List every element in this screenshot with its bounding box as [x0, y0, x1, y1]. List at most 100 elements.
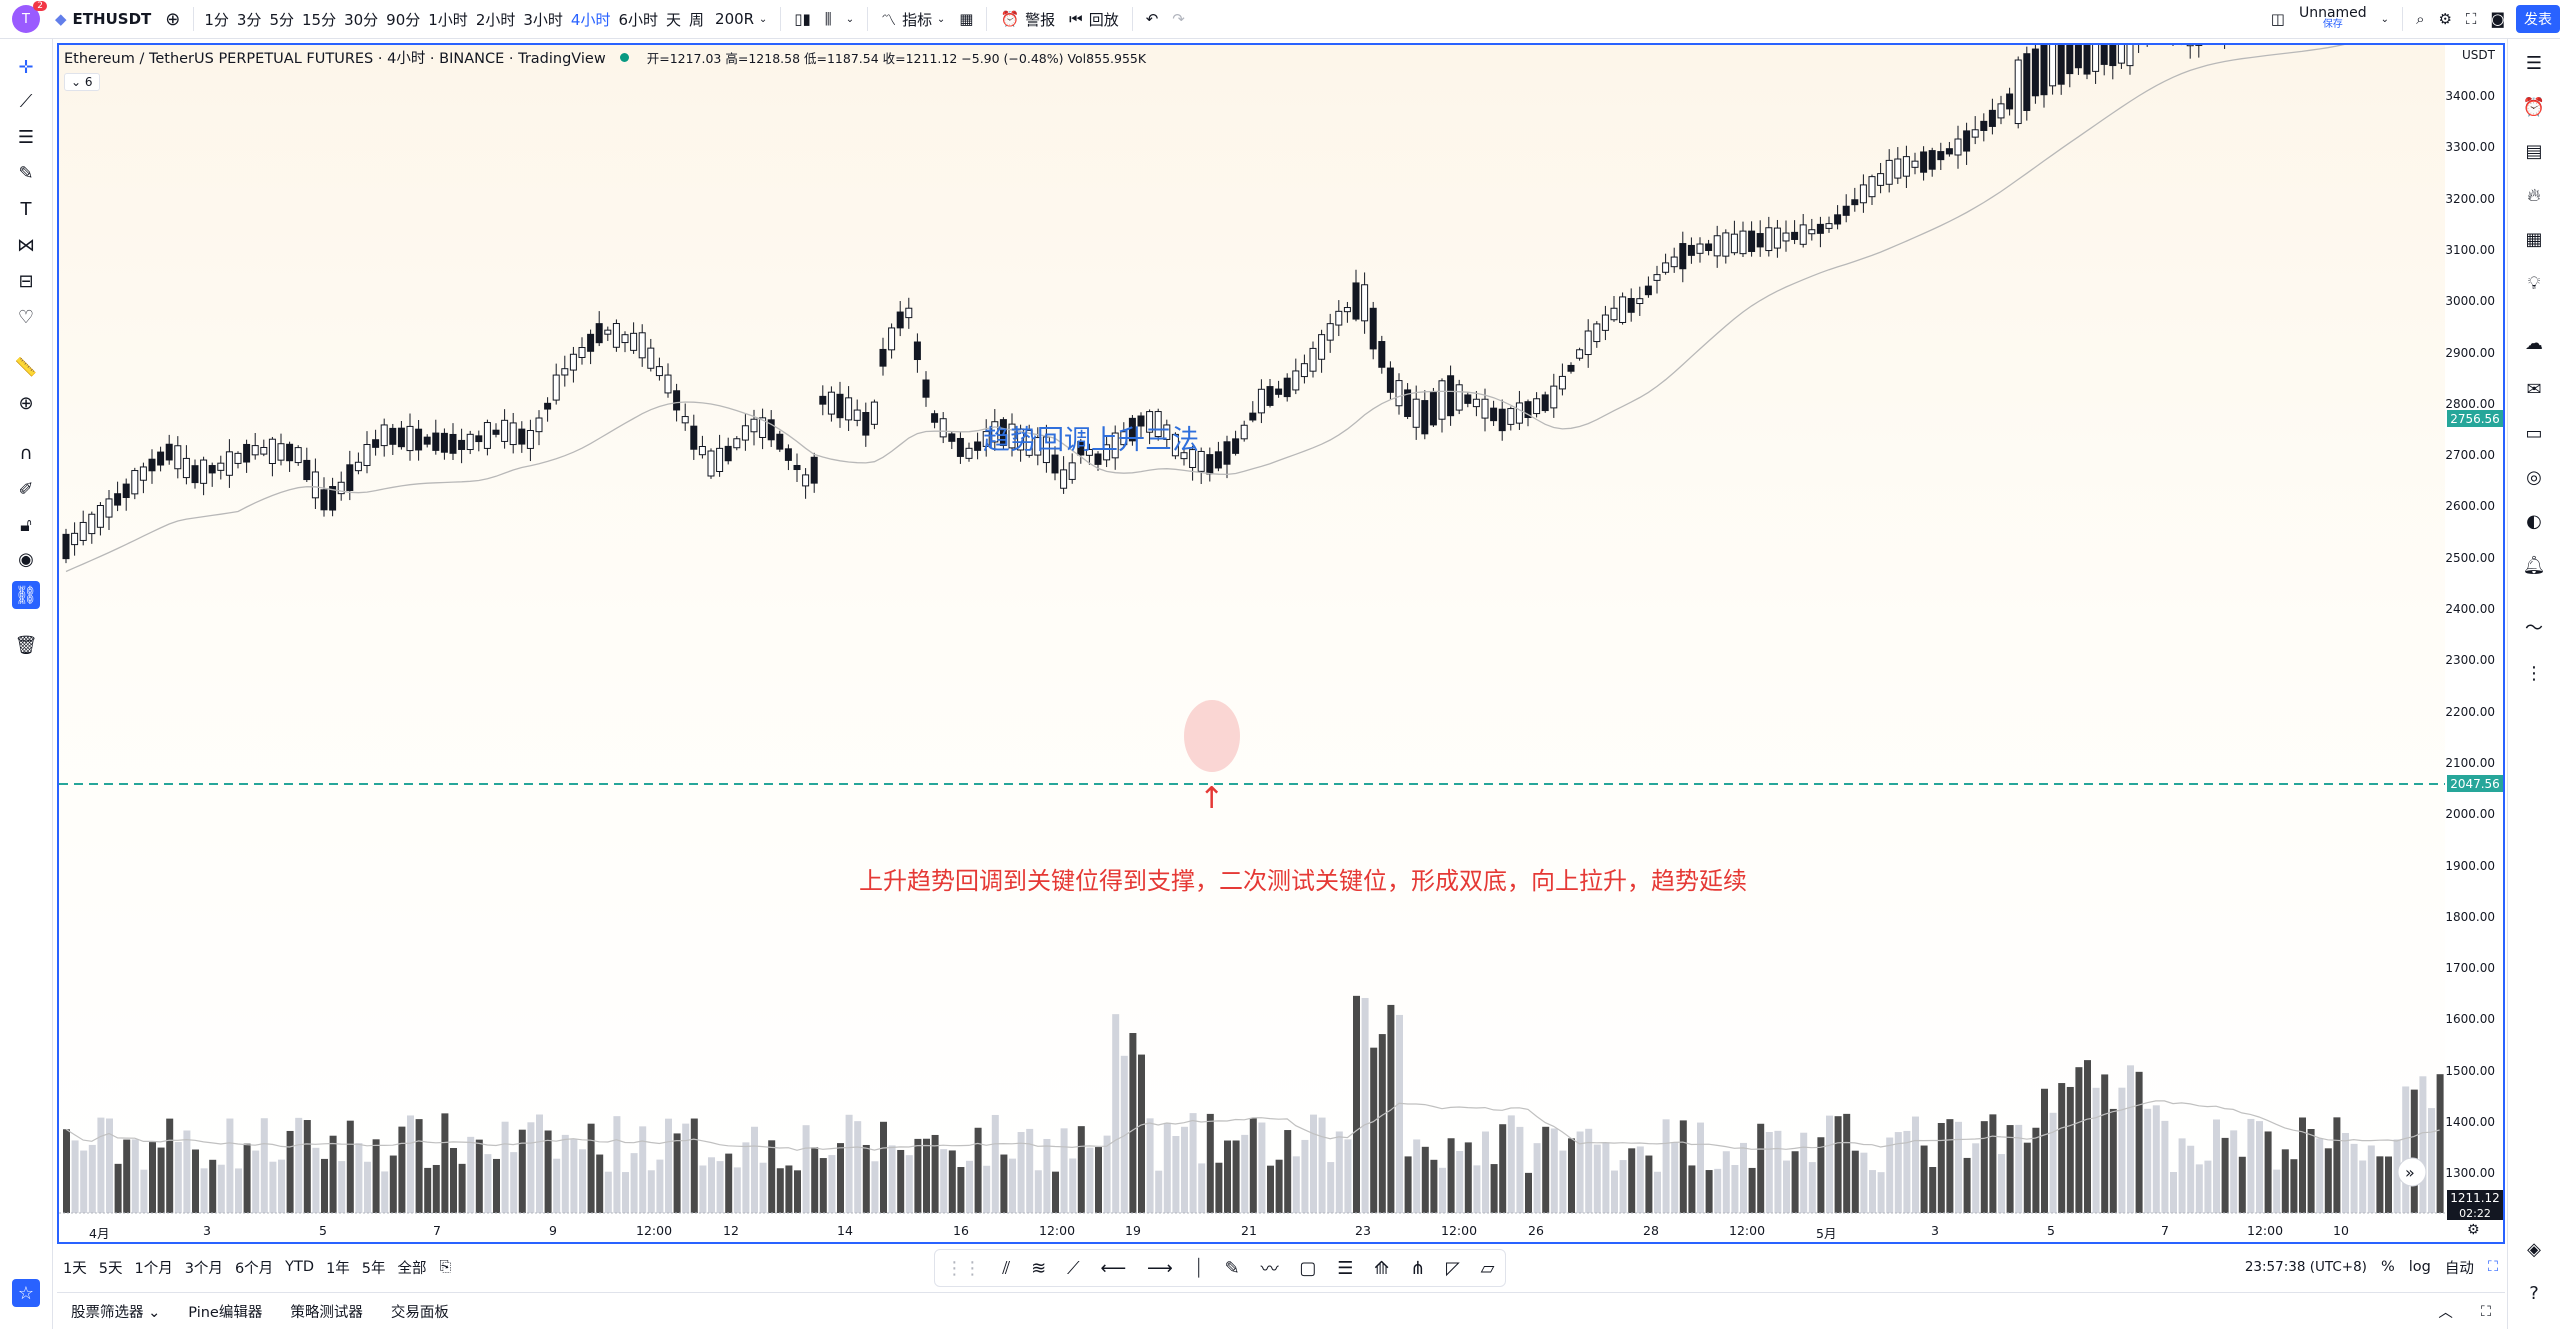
- measure-tool-button[interactable]: 📏: [12, 353, 40, 381]
- calendar-button[interactable]: ▦: [2520, 225, 2548, 253]
- range-button[interactable]: 5天: [93, 1248, 129, 1286]
- replay-button[interactable]: ⏮回放: [1062, 0, 1126, 38]
- dom-button[interactable]: ⋮: [2520, 659, 2548, 687]
- range-button[interactable]: 6个月: [229, 1248, 279, 1286]
- prediction-tool-button[interactable]: ⊟: [12, 267, 40, 295]
- maximize-panel-button[interactable]: ⛶: [2467, 1293, 2505, 1331]
- bar-count-button[interactable]: 200R ⌄: [708, 0, 774, 38]
- annotation-note-text[interactable]: 上升趋势回调到关键位得到支撑，二次测试关键位，形成双底，向上拉升，趋势延续: [859, 861, 1747, 896]
- vertical-line-icon[interactable]: ⏐: [1194, 1258, 1204, 1279]
- range-button[interactable]: 1个月: [128, 1248, 178, 1286]
- quick-search-button[interactable]: ⌕: [2409, 0, 2431, 38]
- alert-button[interactable]: ⏰警报: [993, 0, 1062, 38]
- compare-add-symbol-button[interactable]: ⊕: [158, 0, 187, 38]
- settings-button[interactable]: ⚙: [2431, 0, 2458, 38]
- fib-retracement-icon[interactable]: ☰: [1337, 1258, 1353, 1279]
- range-button[interactable]: YTD: [279, 1248, 320, 1286]
- goto-date-button[interactable]: ⎘: [433, 1248, 459, 1286]
- watchlist-button[interactable]: ☰: [2520, 49, 2548, 77]
- path-icon[interactable]: 〰: [1261, 1255, 1279, 1281]
- symbol-search-button[interactable]: ◆ ETHUSDT: [48, 0, 158, 38]
- templates-button[interactable]: ▦: [952, 0, 980, 38]
- magnet-tool-button[interactable]: ∩: [12, 439, 40, 467]
- signals-button[interactable]: ◐: [2520, 507, 2548, 535]
- order-panel-button[interactable]: 〜: [2520, 613, 2548, 641]
- bar-type-button[interactable]: ⫼: [818, 0, 839, 38]
- range-button[interactable]: 1年: [320, 1248, 356, 1286]
- interval-button[interactable]: 4小时: [567, 0, 615, 38]
- layout-name-button[interactable]: Unnamed 保存: [2292, 0, 2374, 38]
- favorites-tool-button[interactable]: ♡: [12, 303, 40, 331]
- remove-drawings-button[interactable]: 🗑︎: [12, 631, 40, 659]
- messages-button[interactable]: ✉: [2520, 375, 2548, 403]
- drag-handle-icon[interactable]: ⋮⋮: [945, 1258, 981, 1279]
- alerts-panel-button[interactable]: ⏰: [2520, 93, 2548, 121]
- help-button[interactable]: ?: [2520, 1279, 2548, 1307]
- parallel-channel-icon[interactable]: ⫽: [1002, 1258, 1010, 1279]
- redo-button[interactable]: ↷: [1165, 0, 1192, 38]
- arrow-annotation[interactable]: ↑: [1199, 781, 1224, 816]
- collapse-panel-button[interactable]: ︿: [2424, 1293, 2467, 1331]
- percent-scale-toggle[interactable]: %: [2374, 1248, 2402, 1286]
- footer-tab[interactable]: 策略测试器: [276, 1293, 377, 1331]
- pattern-tool-button[interactable]: ⋈: [12, 231, 40, 259]
- rectangle-icon[interactable]: ▢: [1299, 1258, 1316, 1279]
- layout-dropdown[interactable]: ⌄: [2374, 0, 2396, 38]
- footer-tab[interactable]: 股票筛选器 ⌄: [57, 1293, 174, 1331]
- interval-button[interactable]: 周: [685, 0, 708, 38]
- fullscreen-button[interactable]: ⛶: [2459, 0, 2484, 38]
- market-status-dot[interactable]: [620, 53, 629, 62]
- horizontal-line-icon[interactable]: ⟵: [1100, 1258, 1126, 1279]
- stay-drawing-button[interactable]: ✐: [12, 475, 40, 503]
- layers-button[interactable]: ◈: [2520, 1235, 2548, 1263]
- text-tool-button[interactable]: T: [12, 195, 40, 223]
- range-button[interactable]: 5年: [356, 1248, 392, 1286]
- ideas-button[interactable]: 💡︎: [2520, 269, 2548, 297]
- layout-select-button[interactable]: ◫: [2264, 0, 2292, 38]
- sync-drawings-button[interactable]: ⛓: [12, 581, 40, 609]
- axis-settings-gear-icon[interactable]: ⚙: [2467, 1222, 2480, 1238]
- chart-style-dropdown[interactable]: ⌄: [839, 0, 861, 38]
- snapshot-button[interactable]: ◙: [2483, 0, 2512, 38]
- clock[interactable]: 23:57:38 (UTC+8): [2238, 1248, 2374, 1286]
- interval-button[interactable]: 3小时: [519, 0, 567, 38]
- range-button[interactable]: 3个月: [179, 1248, 229, 1286]
- hide-drawings-button[interactable]: ◉: [12, 545, 40, 573]
- streams-button[interactable]: ◎: [2520, 463, 2548, 491]
- fib-tool-button[interactable]: ☰: [12, 123, 40, 151]
- fib-fan-icon[interactable]: ⟰: [1374, 1258, 1389, 1279]
- interval-button[interactable]: 1小时: [424, 0, 472, 38]
- interval-button[interactable]: 1分: [200, 0, 233, 38]
- zoom-tool-button[interactable]: ⊕: [12, 389, 40, 417]
- notifications-button[interactable]: 🔔︎: [2520, 551, 2548, 579]
- interval-button[interactable]: 30分: [340, 0, 382, 38]
- annotation-title-text[interactable]: 趋势回调上升三法: [983, 418, 1199, 457]
- watchlist-star-button[interactable]: ☆: [12, 1279, 40, 1307]
- log-scale-toggle[interactable]: log: [2402, 1248, 2438, 1286]
- footer-tab[interactable]: Pine编辑器: [174, 1293, 276, 1331]
- horizontal-ray-icon[interactable]: ⟶: [1147, 1258, 1173, 1279]
- callout-icon[interactable]: ◸: [1446, 1258, 1460, 1279]
- indicators-button[interactable]: 〽指标 ⌄: [874, 0, 952, 38]
- interval-button[interactable]: 15分: [298, 0, 340, 38]
- range-button[interactable]: 全部: [392, 1248, 433, 1286]
- publish-button[interactable]: 发表: [2516, 5, 2560, 33]
- brush-icon[interactable]: ✎: [1225, 1258, 1240, 1279]
- crosshair-tool-button[interactable]: ✛: [12, 53, 40, 81]
- lock-drawings-button[interactable]: 🔓︎: [12, 511, 40, 539]
- trend-line-tool-button[interactable]: ⟋: [12, 87, 40, 115]
- fit-screen-button[interactable]: ⛶: [2481, 1248, 2505, 1286]
- chat-button[interactable]: ☁: [2520, 329, 2548, 357]
- interval-button[interactable]: 天: [662, 0, 685, 38]
- auto-scale-toggle[interactable]: 自动: [2438, 1248, 2481, 1286]
- brush-tool-button[interactable]: ✎: [12, 159, 40, 187]
- interval-button[interactable]: 90分: [382, 0, 424, 38]
- notes-button[interactable]: ▭: [2520, 419, 2548, 447]
- pitchfork-icon[interactable]: ⋔: [1410, 1258, 1425, 1279]
- footer-tab[interactable]: 交易面板: [377, 1293, 463, 1331]
- user-avatar[interactable]: T 2: [12, 5, 40, 33]
- interval-button[interactable]: 5分: [265, 0, 298, 38]
- interval-button[interactable]: 3分: [233, 0, 266, 38]
